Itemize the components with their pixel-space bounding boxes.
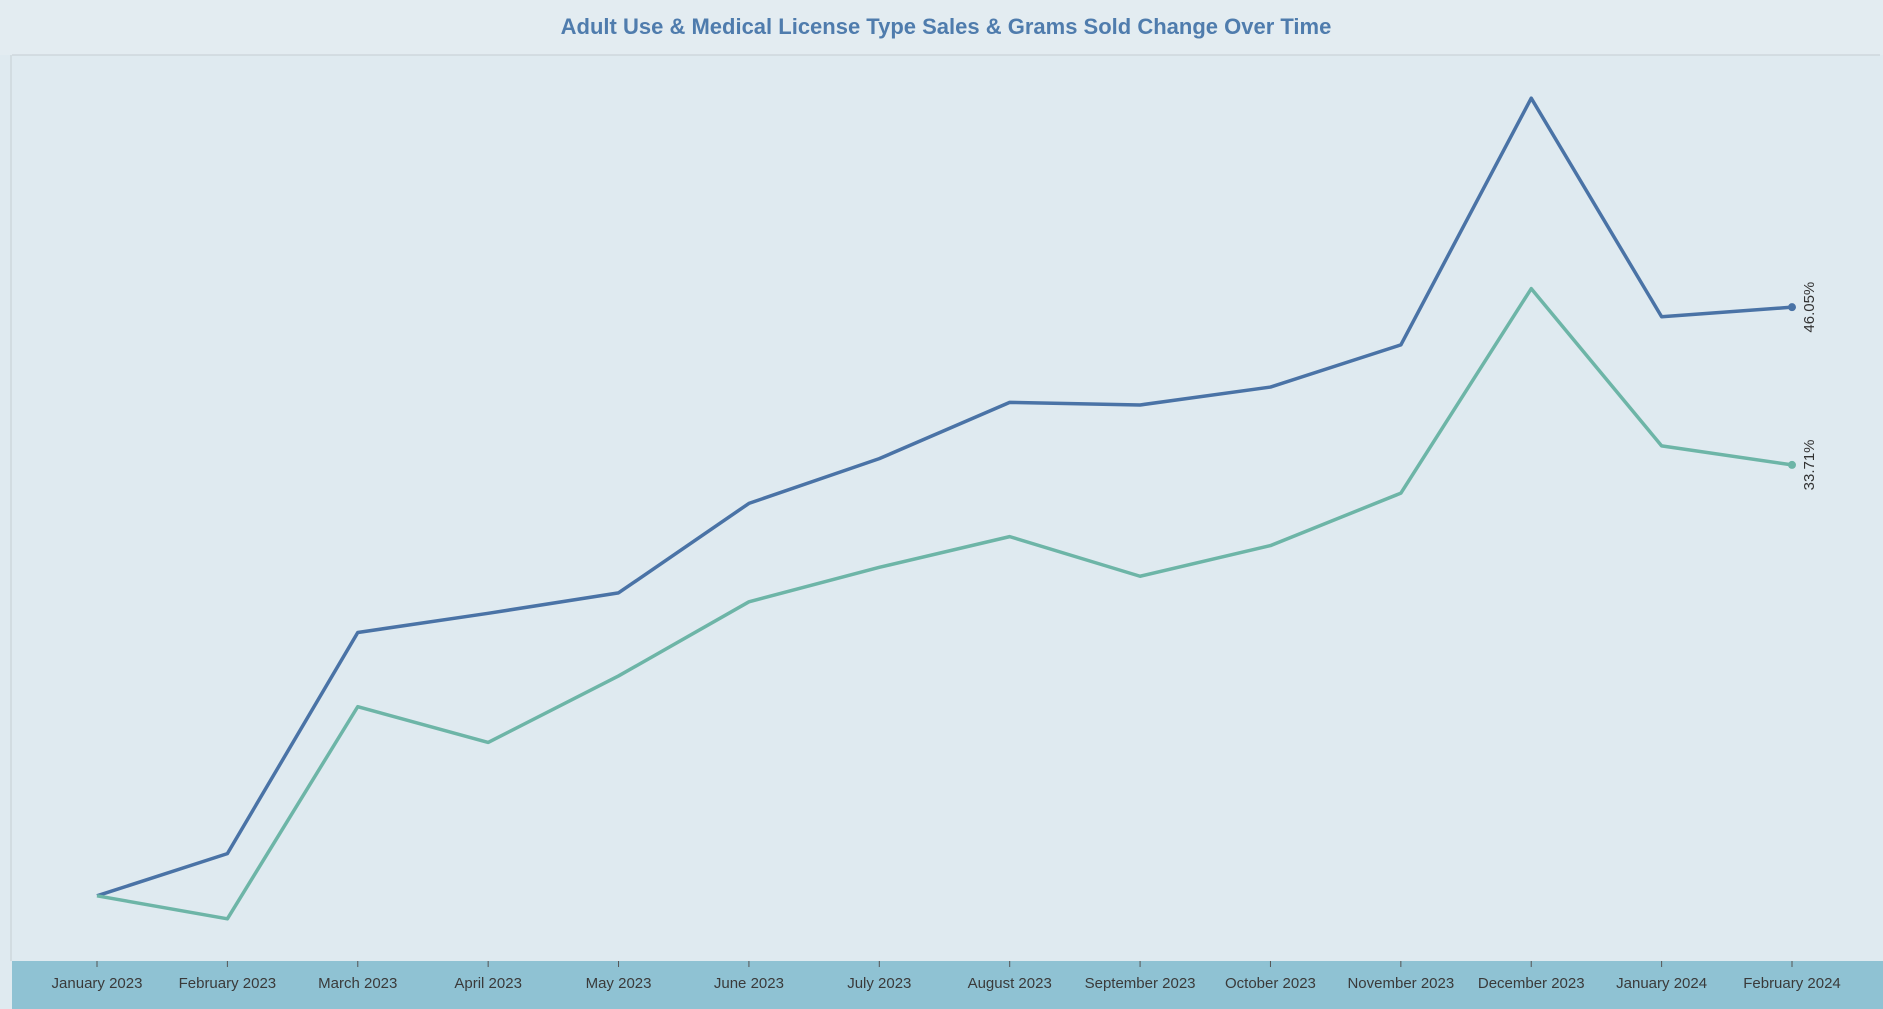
- x-tick-label: September 2023: [1085, 975, 1196, 992]
- end-point: [1788, 303, 1796, 312]
- x-tick-label: May 2023: [586, 975, 652, 992]
- x-tick-label: April 2023: [454, 975, 522, 992]
- x-tick-label: December 2023: [1478, 975, 1585, 992]
- x-tick-label: January 2023: [52, 975, 143, 992]
- end-point: [1788, 460, 1796, 469]
- x-tick-label: June 2023: [714, 975, 784, 992]
- title-band: [0, 0, 1883, 55]
- x-tick-label: August 2023: [968, 975, 1052, 992]
- series-line: [96, 286, 1793, 921]
- x-tick-label: January 2024: [1616, 975, 1707, 992]
- x-tick-label: March 2023: [318, 975, 397, 992]
- x-axis-band: [12, 961, 1883, 1009]
- x-tick-label: February 2024: [1743, 975, 1841, 992]
- x-tick-label: February 2023: [179, 975, 277, 992]
- chart-title: Adult Use & Medical License Type Sales &…: [561, 14, 1332, 39]
- x-tick-label: October 2023: [1225, 975, 1316, 992]
- value-label: 33.71%: [1801, 439, 1818, 490]
- value-label: 46.05%: [1801, 282, 1818, 333]
- x-tick-label: July 2023: [847, 975, 911, 992]
- x-tick-label: November 2023: [1347, 975, 1454, 992]
- series-line: [96, 96, 1793, 898]
